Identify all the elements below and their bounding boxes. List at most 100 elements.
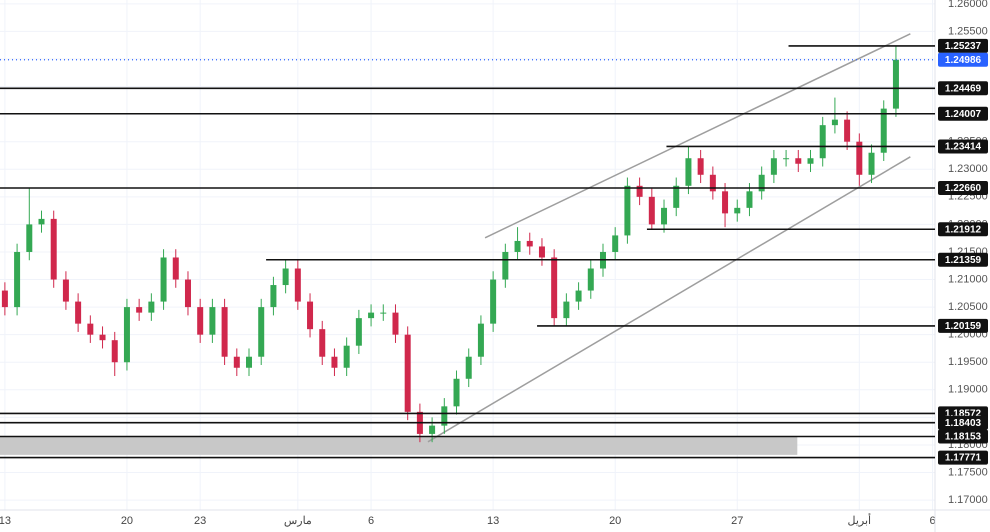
x-tick-label: 27 — [731, 515, 743, 527]
candle-body — [612, 235, 619, 252]
candle-body — [831, 119, 838, 126]
candle-body — [453, 378, 460, 407]
candle-body — [258, 307, 265, 357]
level-label-box — [938, 81, 988, 96]
level-label: 1.17771 — [945, 453, 982, 464]
y-tick-label: 1.17000 — [948, 494, 988, 506]
candle-body — [844, 119, 851, 142]
level-label: 1.25237 — [945, 41, 982, 52]
candle-body — [246, 356, 253, 368]
x-tick-label: 6 — [368, 515, 374, 527]
level-label-box — [938, 222, 988, 237]
candle-body — [502, 251, 509, 280]
candle-body — [184, 279, 191, 308]
level-label: 1.18153 — [945, 432, 982, 443]
candle-body — [783, 158, 790, 160]
candle-body — [282, 268, 289, 286]
candle-body — [636, 185, 643, 197]
y-tick-label: 1.20500 — [948, 301, 988, 313]
candle-body — [563, 301, 570, 319]
candle-body — [404, 334, 411, 412]
candle-body — [526, 240, 533, 247]
level-label: 1.21912 — [945, 224, 982, 235]
level-label-box — [938, 106, 988, 121]
x-tick-label: 13 — [487, 515, 499, 527]
level-label: 1.24469 — [945, 83, 982, 94]
level-label: 1.20159 — [945, 321, 982, 332]
candle-body — [75, 301, 82, 324]
candle-body — [26, 224, 33, 252]
candle-body — [160, 257, 167, 302]
candle-body — [50, 218, 57, 280]
last-price-box — [938, 52, 988, 67]
x-tick-label: 13 — [0, 515, 11, 527]
candle-body — [685, 158, 692, 186]
candle-body — [87, 323, 94, 335]
level-label: 1.24007 — [945, 109, 982, 120]
candle-body — [758, 174, 765, 192]
level-label: 1.21359 — [945, 255, 982, 266]
candle-body — [770, 158, 777, 175]
level-label-box — [938, 139, 988, 154]
candle-body — [697, 158, 704, 175]
y-tick-label: 1.17500 — [948, 466, 988, 478]
channel-line — [484, 33, 911, 239]
y-tick-label: 1.19500 — [948, 356, 988, 368]
candle-body — [624, 185, 631, 236]
candle-body — [722, 191, 729, 214]
candle-body — [490, 279, 497, 324]
y-tick-label: 1.25500 — [948, 25, 988, 37]
candle-body — [392, 312, 399, 335]
candle-body — [355, 318, 362, 346]
candle-body — [270, 285, 277, 308]
candle-body — [233, 356, 240, 368]
candle-body — [868, 152, 875, 175]
candle-body — [331, 356, 338, 368]
level-label: 1.23414 — [945, 142, 982, 153]
level-label-box — [938, 252, 988, 267]
candle-body — [734, 207, 741, 214]
candle-body — [380, 312, 387, 314]
last-price-label: 1.24986 — [945, 55, 982, 66]
candle-body — [294, 268, 301, 302]
x-tick-label: مارس — [284, 515, 312, 527]
zone — [0, 436, 798, 455]
candle-body — [148, 301, 155, 313]
candle-body — [197, 307, 204, 335]
candle-body — [172, 257, 179, 280]
level-label: 1.18572 — [945, 409, 982, 420]
level-label-box — [938, 450, 988, 465]
y-tick-label: 1.21000 — [948, 273, 988, 285]
candle-body — [807, 158, 814, 164]
level-label-box — [938, 415, 988, 430]
x-tick-label: أبريل — [848, 513, 872, 527]
level-label-box — [938, 181, 988, 196]
candle-body — [319, 329, 326, 357]
level-label: 1.22660 — [945, 183, 982, 194]
candle-body — [429, 425, 436, 434]
candle-body — [1, 290, 8, 308]
candle-body — [14, 251, 21, 308]
y-tick-label: 1.19000 — [948, 384, 988, 396]
candle-body — [111, 340, 118, 363]
candle-body — [648, 196, 655, 225]
candle-body — [538, 246, 545, 258]
candle-body — [795, 158, 802, 164]
level-label-box — [938, 429, 988, 444]
candle-body — [123, 307, 130, 363]
candle-body — [209, 307, 216, 335]
candle-body — [514, 240, 521, 252]
x-tick-label: 23 — [194, 515, 206, 527]
candle-body — [587, 268, 594, 291]
y-tick-label: 1.23000 — [948, 163, 988, 175]
candle-body — [136, 307, 143, 313]
level-label-box — [938, 318, 988, 333]
x-tick-label: 20 — [609, 515, 621, 527]
candle-body — [856, 141, 863, 175]
x-tick-label: 6 — [929, 515, 935, 527]
candle-body — [307, 301, 314, 330]
candle-body — [551, 257, 558, 319]
candle-body — [477, 323, 484, 357]
